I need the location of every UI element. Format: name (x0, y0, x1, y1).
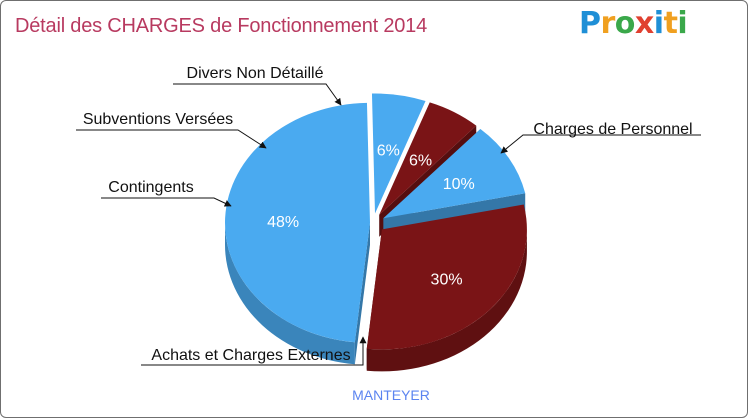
slice-category-label: Divers Non Détaillé (187, 65, 324, 82)
leader-line (76, 129, 267, 149)
proxiti-logo: Proxiti (579, 6, 688, 41)
commune-label: MANTEYER (352, 387, 430, 403)
pie-slice (379, 102, 477, 215)
slice-percent-label: 10% (443, 176, 475, 193)
pie-slice-side (366, 229, 527, 372)
pie-slice (383, 129, 526, 219)
slice-category-label: Subventions Versées (83, 111, 233, 128)
pie-slice (371, 93, 426, 214)
logo-letter: x (634, 6, 654, 41)
slice-percent-label: 6% (409, 152, 432, 169)
logo-letter: i (653, 6, 664, 41)
logo-letter: P (579, 6, 601, 41)
leader-line (101, 197, 232, 207)
pie-slice-wall (354, 222, 371, 365)
leader-line (141, 336, 367, 366)
logo-letter: o (614, 6, 636, 41)
slice-category-label: Achats et Charges Externes (151, 347, 350, 364)
slice-percent-label: 6% (377, 142, 400, 159)
slice-category-label: Contingents (108, 179, 193, 196)
pie-slice (225, 102, 371, 343)
slice-category-label: Charges de Personnel (533, 121, 692, 138)
slice-percent-label: 48% (267, 214, 299, 231)
leader-line (173, 83, 342, 106)
pie-slice (366, 204, 527, 350)
logo-letter: r (600, 6, 616, 41)
slice-percent-label: 30% (431, 272, 463, 289)
logo-letter: i (677, 6, 688, 41)
logo-letter: t (663, 6, 678, 41)
pie-slice-side (225, 222, 355, 365)
leader-line (500, 134, 701, 154)
chart-title: Détail des CHARGES de Fonctionnement 201… (15, 15, 428, 37)
